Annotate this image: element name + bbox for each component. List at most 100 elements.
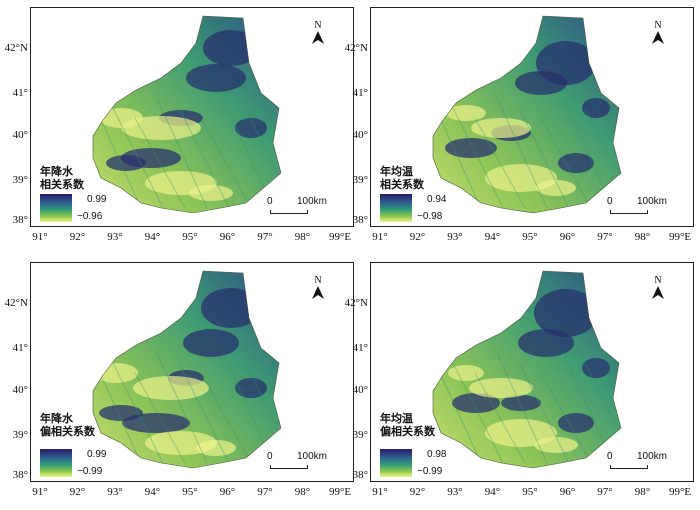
high-correlation-patch (122, 413, 190, 433)
texture-stripe (134, 117, 186, 209)
longitude-label: 92° (409, 231, 426, 243)
north-arrow: N (310, 275, 326, 303)
texture-stripe (156, 97, 208, 209)
longitude-label: 91° (372, 486, 388, 498)
texture-stripe (584, 362, 621, 464)
longitude-label: 92° (409, 486, 426, 498)
raster-texture (93, 30, 281, 209)
longitude-label: 99°E (328, 486, 352, 498)
high-correlation-patch (534, 289, 598, 337)
longitude-label: 94° (484, 486, 501, 498)
latitude-label: 41° (352, 342, 368, 354)
latitude-label: 39° (12, 174, 28, 186)
latitude-label: 38° (12, 214, 28, 226)
longitude-label: 95° (522, 231, 538, 243)
texture-stripe (200, 372, 252, 464)
north-arrow-icon (312, 31, 324, 44)
map-panel: N 年降水 相关系数 0.99 −0.96 0 100km (30, 7, 354, 227)
texture-stripe (518, 107, 570, 209)
legend-title-line: 年均温 (380, 166, 413, 178)
latitude-label: 40° (352, 129, 368, 141)
legend-title-line: 年降水 (40, 166, 73, 178)
longitude-label: 97° (257, 486, 273, 498)
longitude-label: 98° (634, 231, 651, 243)
longitude-label: 91° (372, 231, 388, 243)
scale-bar-end: 100km (297, 451, 328, 462)
latitude-label: 38° (12, 469, 28, 481)
high-correlation-patch (99, 405, 143, 421)
longitude-label: 91° (32, 486, 48, 498)
longitude-label: 94° (484, 231, 501, 243)
longitude-label: 93° (107, 231, 123, 243)
high-correlation-patch (501, 395, 541, 411)
north-letter: N (314, 275, 322, 286)
texture-stripe (540, 117, 592, 209)
latitude-label: 42°N (4, 297, 28, 309)
raster-texture (433, 289, 621, 464)
longitude-label: 93° (107, 486, 123, 498)
texture-stripe (496, 97, 548, 209)
longitude-label: 98° (294, 231, 311, 243)
latitude-label: 42°N (344, 42, 368, 54)
longitude-label: 99°E (668, 231, 692, 243)
scale-bar-end: 100km (637, 451, 668, 462)
texture-stripe (156, 352, 208, 464)
high-correlation-patch (452, 393, 500, 413)
latitude-label: 41° (352, 87, 368, 99)
map-panel: N 年均温 偏相关系数 0.98 −0.99 0 100km (370, 262, 694, 482)
map-area (432, 270, 622, 469)
texture-stripe (452, 107, 504, 209)
legend-min-value: −0.99 (77, 466, 103, 477)
longitude-label: 93° (447, 231, 463, 243)
high-correlation-patch (445, 138, 497, 158)
texture-stripe (244, 362, 281, 464)
texture-stripe (474, 372, 526, 464)
texture-stripe (134, 372, 186, 464)
region-outline (432, 15, 622, 214)
raster-texture (433, 41, 621, 209)
longitude-label: 97° (597, 231, 613, 243)
latitude-label: 40° (352, 384, 368, 396)
low-correlation-patch (448, 365, 484, 381)
latitude-label: 42°N (4, 42, 28, 54)
north-arrow-icon (312, 286, 324, 299)
longitude-label: 98° (294, 486, 311, 498)
scale-bar (270, 210, 308, 214)
color-ramp (380, 449, 412, 477)
color-ramp (40, 194, 72, 222)
low-correlation-patch (471, 118, 531, 138)
legend-title: 年降水 相关系数 (40, 166, 84, 192)
low-correlation-patch (94, 363, 138, 383)
region-outline (432, 270, 622, 469)
scale-bar (270, 465, 308, 469)
latitude-label: 42°N (344, 297, 368, 309)
high-correlation-patch (582, 358, 610, 378)
low-correlation-patch (446, 105, 486, 121)
texture-stripe (178, 362, 230, 464)
legend-title: 年均温 偏相关系数 (380, 413, 435, 439)
texture-stripe (200, 117, 252, 209)
low-correlation-patch (469, 378, 533, 398)
low-correlation-patch (534, 437, 578, 453)
longitude-label: 96° (219, 486, 236, 498)
texture-stripe (540, 372, 592, 464)
longitude-label: 95° (182, 486, 198, 498)
low-correlation-patch (133, 376, 209, 400)
latitude-label: 38° (352, 214, 368, 226)
high-correlation-patch (558, 153, 594, 173)
longitude-label: 99°E (328, 231, 352, 243)
legend-min-value: −0.98 (417, 211, 443, 222)
scale-bar-end: 100km (297, 196, 328, 207)
scale-bar-end: 100km (637, 196, 668, 207)
region-outline (92, 270, 282, 469)
legend-max-value: 0.99 (87, 449, 107, 460)
legend-title-line: 偏相关系数 (40, 426, 95, 438)
north-letter: N (314, 20, 322, 31)
scale-bar-start: 0 (607, 196, 613, 207)
texture-stripe (112, 107, 164, 209)
color-ramp (40, 449, 72, 477)
longitude-label: 96° (219, 231, 236, 243)
latitude-label: 38° (352, 469, 368, 481)
texture-stripe (244, 107, 281, 209)
